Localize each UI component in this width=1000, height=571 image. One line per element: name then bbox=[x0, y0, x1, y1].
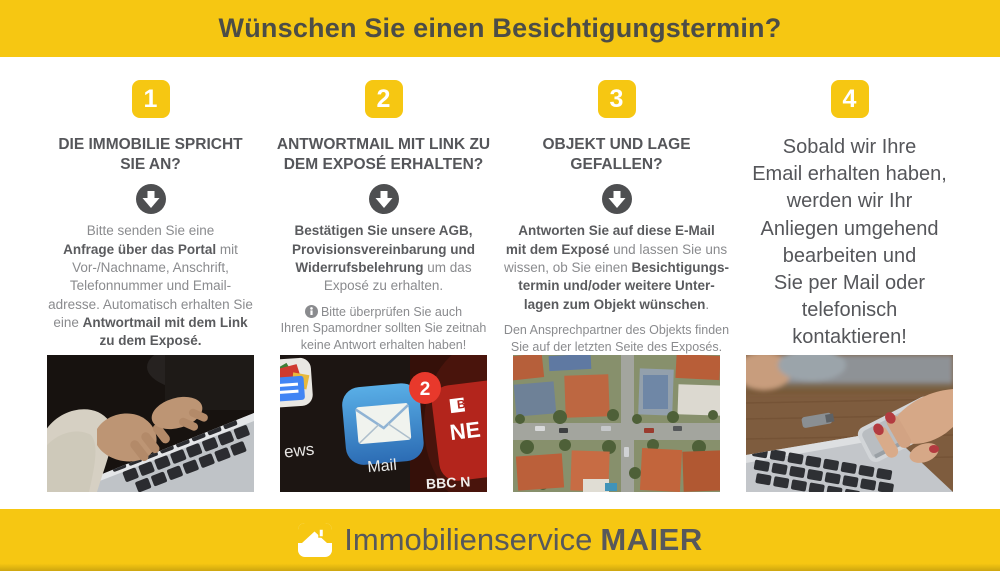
mail-badge-count: 2 bbox=[420, 379, 431, 400]
photo-aerial-neighborhood bbox=[513, 355, 720, 493]
photo-mail-app-icon: B NE 2 Mail ews BBC N bbox=[280, 355, 487, 492]
step-4-number-badge: 4 bbox=[830, 80, 869, 118]
step-2-body: Bestätigen Sie unsere AGB, Provisionsver… bbox=[291, 223, 476, 294]
mail-app-label: Mail bbox=[367, 457, 398, 476]
brand-name-regular: Immobilienservice bbox=[344, 522, 593, 557]
step-1-heading: DIE IMMOBILIE SPRICHT SIE AN? bbox=[58, 136, 243, 174]
step-3-heading: OBJEKT UND LAGE GEFALLEN? bbox=[542, 136, 691, 174]
step-2-note: Bitte überprüfen Sie auch Ihren Spamordn… bbox=[280, 304, 487, 352]
step-1-number-badge: 1 bbox=[131, 80, 170, 118]
info-icon bbox=[304, 304, 318, 318]
photo-hands-typing-on-laptop bbox=[47, 355, 254, 492]
step-column-1: 1 DIE IMMOBILIE SPRICHT SIE AN? Bitte se… bbox=[47, 80, 254, 492]
step-column-2: 2 ANTWORTMAIL MIT LINK ZU DEM EXPOSÉ ERH… bbox=[277, 80, 490, 492]
step-column-3: 3 OBJEKT UND LAGE GEFALLEN? Antworten Si… bbox=[504, 80, 729, 493]
step-3-body: Antworten Sie auf diese E-Mail mit dem E… bbox=[503, 223, 730, 312]
brand-name-bold: MAIER bbox=[600, 522, 703, 557]
step-3-number-badge: 3 bbox=[597, 80, 636, 118]
footer-bar: Immobilienservice MAIER bbox=[0, 509, 1000, 571]
down-arrow-icon bbox=[601, 184, 632, 215]
step-2-heading: ANTWORTMAIL MIT LINK ZU DEM EXPOSÉ ERHAL… bbox=[276, 136, 491, 174]
header-bar: Wünschen Sie einen Besichtigungstermin? bbox=[0, 0, 1000, 57]
down-arrow-icon bbox=[135, 184, 166, 215]
page-title: Wünschen Sie einen Besichtigungstermin? bbox=[218, 13, 782, 43]
brand-wordmark: Immobilienservice MAIER bbox=[344, 522, 702, 558]
news-app-partial-label: ews bbox=[283, 440, 315, 462]
step-2-number-badge: 2 bbox=[364, 80, 403, 118]
step-3-note: Den Ansprechpartner des Objekts finden S… bbox=[503, 323, 730, 354]
bbc-icon-partial-text: NE bbox=[448, 417, 481, 446]
step-column-4: 4 Sobald wir Ihre Email erhalten haben, … bbox=[746, 80, 953, 492]
step-1-body: Bitte senden Sie eine Anfrage über das P… bbox=[48, 223, 253, 349]
step-4-text: Sobald wir Ihre Email erhalten haben, we… bbox=[752, 136, 947, 349]
bbc-icon-partial-letter: B bbox=[456, 397, 467, 412]
photo-holding-phone-over-laptop bbox=[746, 355, 953, 492]
bbc-news-partial-label: BBC N bbox=[426, 473, 471, 491]
down-arrow-icon bbox=[368, 184, 399, 215]
house-logo-icon bbox=[298, 523, 333, 557]
steps-row: 1 DIE IMMOBILIE SPRICHT SIE AN? Bitte se… bbox=[0, 57, 1000, 493]
